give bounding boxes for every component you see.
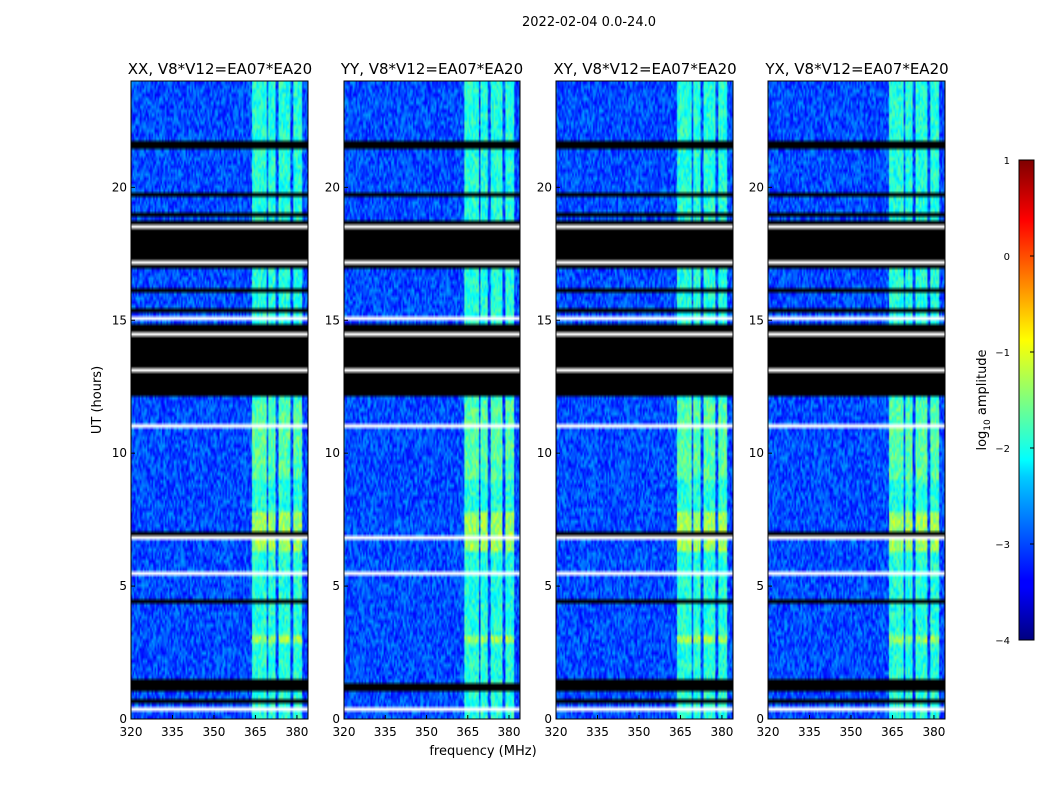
x-tick-label: 335 (161, 725, 184, 739)
panel-heatmap-yx (768, 81, 945, 719)
panel-title-yy: YY, V8*V12=EA07*EA20 (340, 60, 523, 78)
x-tick-label: 320 (545, 725, 568, 739)
panel-title-yx: YX, V8*V12=EA07*EA20 (764, 60, 948, 78)
panel-heatmap-yy (344, 81, 520, 719)
x-tick-label: 335 (586, 725, 609, 739)
x-tick-label: 350 (203, 725, 226, 739)
x-tick-label: 380 (922, 725, 945, 739)
figure-suptitle: 2022-02-04 0.0-24.0 (522, 15, 656, 30)
y-tick-label: 20 (112, 180, 127, 194)
x-tick-label: 320 (333, 725, 356, 739)
y-tick-label: 15 (537, 313, 552, 327)
y-tick-label: 10 (537, 446, 552, 460)
y-axis-xx: 0 5 10 15 20 (112, 180, 135, 726)
x-tick-label: 350 (840, 725, 863, 739)
x-axis-xy: 320 335 350 365 380 (545, 715, 733, 739)
y-axis-xy: 0 5 10 15 20 (537, 180, 560, 726)
panel-title-xx: XX, V8*V12=EA07*EA20 (128, 60, 312, 78)
x-tick-label: 320 (757, 725, 780, 739)
x-axis-xx: 320 335 350 365 380 (120, 715, 308, 739)
y-tick-label: 20 (749, 180, 764, 194)
y-tick-label: 15 (749, 313, 764, 327)
colorbar-tick-label: −1 (995, 348, 1010, 359)
x-tick-label: 350 (628, 725, 651, 739)
y-tick-label: 10 (749, 446, 764, 460)
x-tick-label: 380 (498, 725, 521, 739)
y-tick-label: 20 (325, 180, 340, 194)
x-tick-label: 365 (456, 725, 479, 739)
y-tick-label: 5 (332, 579, 340, 593)
y-tick-label: 0 (544, 712, 552, 726)
colorbar-tick-label: −3 (995, 540, 1010, 551)
panel-title-xy: XY, V8*V12=EA07*EA20 (553, 60, 736, 78)
y-tick-label: 10 (325, 446, 340, 460)
y-tick-label: 0 (332, 712, 340, 726)
y-axis-yx: 0 5 10 15 20 (749, 180, 772, 726)
colorbar-tick-label: −4 (995, 636, 1010, 647)
colorbar-label: log10 amplitude (975, 349, 993, 450)
x-tick-label: 335 (374, 725, 397, 739)
x-tick-label: 350 (415, 725, 438, 739)
x-axis-yy: 320 335 350 365 380 (333, 715, 521, 739)
colorbar-tick-label: 0 (1004, 252, 1010, 263)
y-tick-label: 15 (112, 313, 127, 327)
x-tick-label: 365 (669, 725, 692, 739)
x-axis-yx: 320 335 350 365 380 (757, 715, 945, 739)
panel-heatmap-xy (556, 81, 733, 719)
colorbar-tick-label: −2 (995, 444, 1010, 455)
colorbar-tick-label: 1 (1004, 156, 1010, 167)
x-tick-label: 320 (120, 725, 143, 739)
y-tick-label: 0 (119, 712, 127, 726)
panel-xy: XY, V8*V12=EA07*EA20 320 335 350 365 380 0 5 1… (537, 60, 737, 739)
colorbar-gradient (1018, 159, 1035, 641)
x-tick-label: 380 (710, 725, 733, 739)
colorbar-ticks: 1 0 −1 −2 −3 −4 (995, 156, 1034, 647)
panel-yy: YY, V8*V12=EA07*EA20 320 335 350 365 380 0 5 1… (325, 60, 523, 739)
x-tick-label: 365 (881, 725, 904, 739)
y-axis-label: UT (hours) (90, 366, 105, 434)
colorbar: 1 0 −1 −2 −3 −4 log10 amplitude (975, 156, 1035, 647)
panel-xx: XX, V8*V12=EA07*EA20 320 335 350 365 380 0 5 1… (112, 60, 313, 739)
x-tick-label: 335 (798, 725, 821, 739)
y-tick-label: 5 (544, 579, 552, 593)
y-tick-label: 15 (325, 313, 340, 327)
y-tick-label: 5 (756, 579, 764, 593)
x-tick-label: 380 (285, 725, 308, 739)
y-axis-yy: 0 5 10 15 20 (325, 180, 348, 726)
panel-yx: YX, V8*V12=EA07*EA20 320 335 350 365 380 0 5 1… (749, 60, 949, 739)
y-tick-label: 0 (756, 712, 764, 726)
x-tick-label: 365 (244, 725, 267, 739)
y-tick-label: 20 (537, 180, 552, 194)
y-tick-label: 5 (119, 579, 127, 593)
y-tick-label: 10 (112, 446, 127, 460)
x-axis-label: frequency (MHz) (429, 744, 536, 759)
panel-heatmap-xx (131, 81, 308, 719)
